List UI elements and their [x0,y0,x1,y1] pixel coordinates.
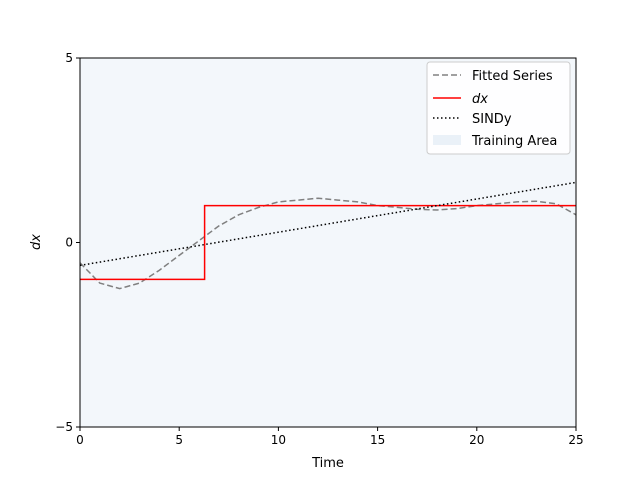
y-tick-label: 5 [65,51,73,65]
x-tick-label: 15 [370,433,385,447]
x-tick-label: 20 [469,433,484,447]
legend-frame [426,61,571,155]
y-axis: −5 0 5 [55,51,80,434]
legend-label-fitted-series: Fitted Series [472,69,553,84]
y-axis-label: dx [29,234,44,250]
x-axis: 0 5 10 15 20 25 [76,427,584,447]
x-tick-label: 0 [76,433,84,447]
series-layer [79,181,577,290]
legend-label-dx: dx [472,92,488,107]
legend-label-training-area: Training Area [471,134,557,149]
y-tick-label: −5 [55,420,73,434]
legend-swatch-training-area [433,135,461,145]
x-tick-label: 5 [175,433,183,447]
y-tick-label: 0 [65,236,73,250]
series-line-dx [80,204,576,281]
x-tick-label: 10 [271,433,286,447]
x-axis-label: Time [311,456,344,471]
legend-label-sindy: SINDy [472,112,512,127]
x-tick-label: 25 [568,433,583,447]
legend: Fitted Series dx SINDy Training Area [426,61,571,155]
series-line-fitted-series [79,197,577,290]
